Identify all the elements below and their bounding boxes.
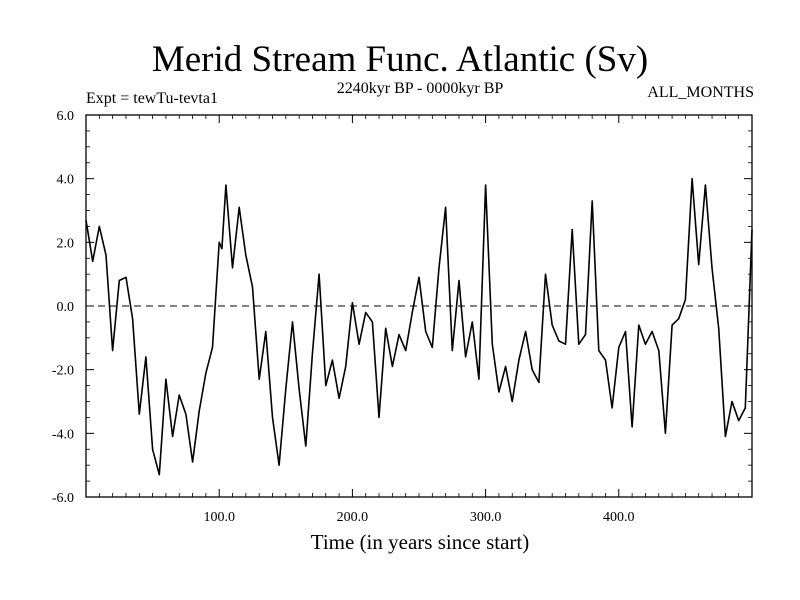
y-tick-label: 6.0 xyxy=(57,109,75,124)
x-tick-label: 400.0 xyxy=(603,510,635,525)
y-tick-label: 4.0 xyxy=(57,173,75,188)
y-tick-label: -6.0 xyxy=(52,491,74,506)
time-range-label: 2240kyr BP - 0000kyr BP xyxy=(336,80,504,97)
data-series-line xyxy=(85,177,753,476)
y-tick-label: 0.0 xyxy=(57,300,75,315)
y-tick-label: -2.0 xyxy=(52,364,74,379)
experiment-label: Expt = tewTu-tevta1 xyxy=(86,90,218,107)
x-tick-label: 300.0 xyxy=(470,510,502,525)
x-tick-label: 200.0 xyxy=(337,510,369,525)
months-label: ALL_MONTHS xyxy=(647,84,754,101)
chart-title: Merid Stream Func. Atlantic (Sv) xyxy=(151,39,649,80)
x-tick-label: 100.0 xyxy=(203,510,235,525)
y-tick-label: -4.0 xyxy=(52,427,74,442)
x-axis-label: Time (in years since start) xyxy=(310,530,530,554)
y-tick-label: 2.0 xyxy=(57,236,75,251)
